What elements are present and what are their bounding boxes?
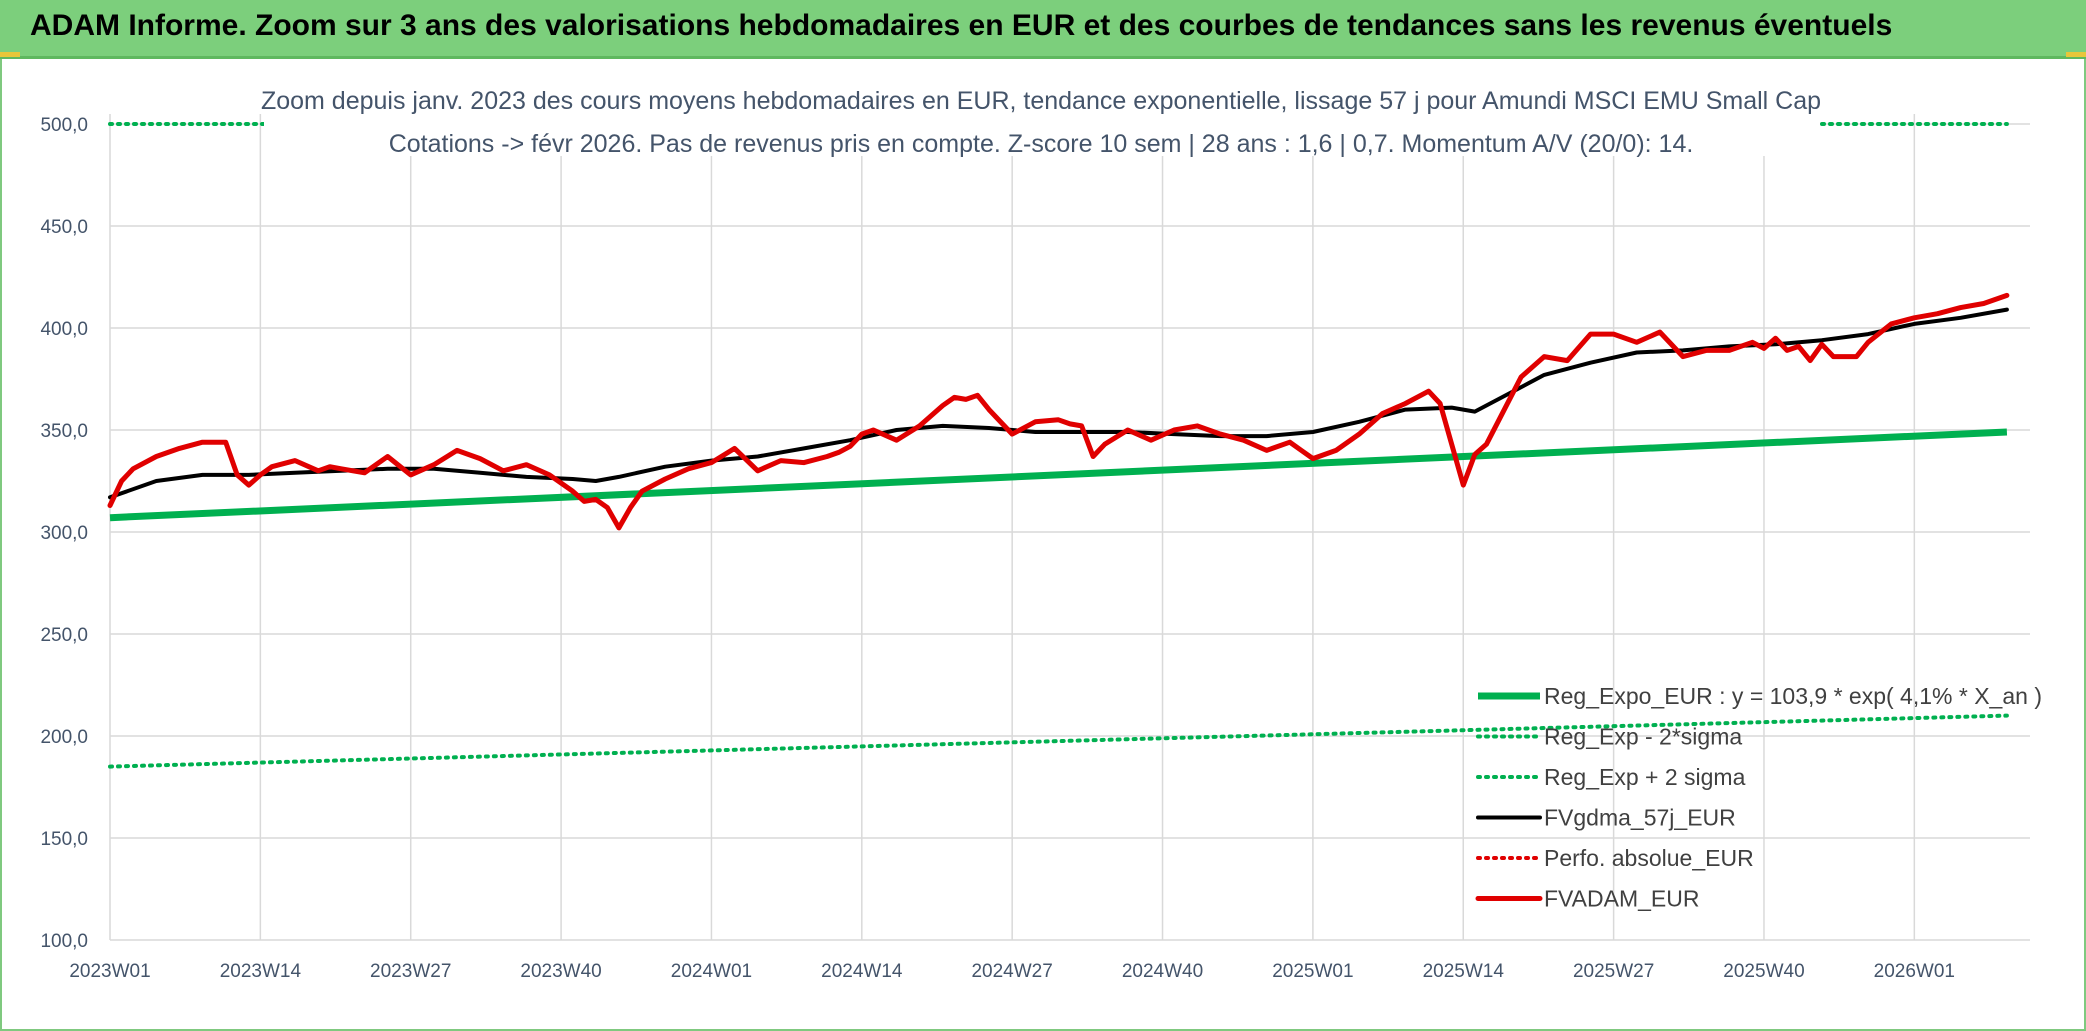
chart-title: Zoom depuis janv. 2023 des cours moyens … xyxy=(261,87,1821,115)
legend-label: FVgdma_57j_EUR xyxy=(1544,805,1736,831)
x-tick-label: 2023W14 xyxy=(220,961,302,982)
x-tick-label: 2024W01 xyxy=(671,961,752,982)
x-tick-label: 2024W14 xyxy=(821,961,903,982)
chart-subtitle: Cotations -> févr 2026. Pas de revenus p… xyxy=(389,130,1694,158)
x-axis-ticks: 2023W01 2023W14 2023W27 2023W40 2024W01 2024W… xyxy=(69,961,1955,982)
title-backdrop xyxy=(264,76,1820,156)
x-tick-label: 2025W27 xyxy=(1573,961,1654,982)
x-tick-label: 2024W27 xyxy=(971,961,1052,982)
x-tick-label: 2023W27 xyxy=(370,961,451,982)
report-banner: ADAM Informe. Zoom sur 3 ans des valoris… xyxy=(0,0,2086,59)
x-tick-label: 2025W01 xyxy=(1272,961,1353,982)
x-tick-label: 2025W14 xyxy=(1423,961,1505,982)
series-line-5 xyxy=(107,292,2010,531)
y-tick-label: 400,0 xyxy=(40,319,88,340)
y-tick-label: 350,0 xyxy=(40,421,88,442)
y-tick-label: 200,0 xyxy=(40,727,88,748)
report-title: ADAM Informe. Zoom sur 3 ans des valoris… xyxy=(30,9,1893,42)
banner-accent-left xyxy=(0,52,20,57)
x-tick-label: 2023W01 xyxy=(69,961,150,982)
y-tick-label: 500,0 xyxy=(40,115,88,136)
y-tick-label: 100,0 xyxy=(40,931,88,952)
y-tick-label: 450,0 xyxy=(40,217,88,238)
x-tick-label: 2025W40 xyxy=(1723,961,1804,982)
x-tick-label: 2023W40 xyxy=(520,961,601,982)
series-line-0 xyxy=(109,428,2008,522)
x-tick-label: 2024W40 xyxy=(1122,961,1203,982)
series-layer xyxy=(107,122,2010,769)
chart-grid xyxy=(109,114,2030,941)
y-tick-label: 150,0 xyxy=(40,829,88,850)
legend-label: Perfo. absolue_EUR xyxy=(1544,845,1754,871)
banner-accent-right xyxy=(2066,52,2086,57)
legend-label: FVADAM_EUR xyxy=(1544,886,1700,912)
legend-label: Reg_Exp - 2*sigma xyxy=(1544,724,1742,750)
y-tick-label: 300,0 xyxy=(40,523,88,544)
y-axis-ticks: 100,0 150,0 200,0 250,0 300,0 350,0 400,0 450,0… xyxy=(40,115,88,952)
y-tick-label: 250,0 xyxy=(40,625,88,646)
series-line-3 xyxy=(108,307,2009,500)
chart-legend: Reg_Expo_EUR : y = 103,9 * exp( 4,1% * X… xyxy=(1475,683,2042,912)
legend-label: Reg_Exp + 2 sigma xyxy=(1544,764,1746,790)
x-tick-label: 2026W01 xyxy=(1874,961,1955,982)
legend-label: Reg_Expo_EUR : y = 103,9 * exp( 4,1% * X… xyxy=(1544,683,2042,709)
